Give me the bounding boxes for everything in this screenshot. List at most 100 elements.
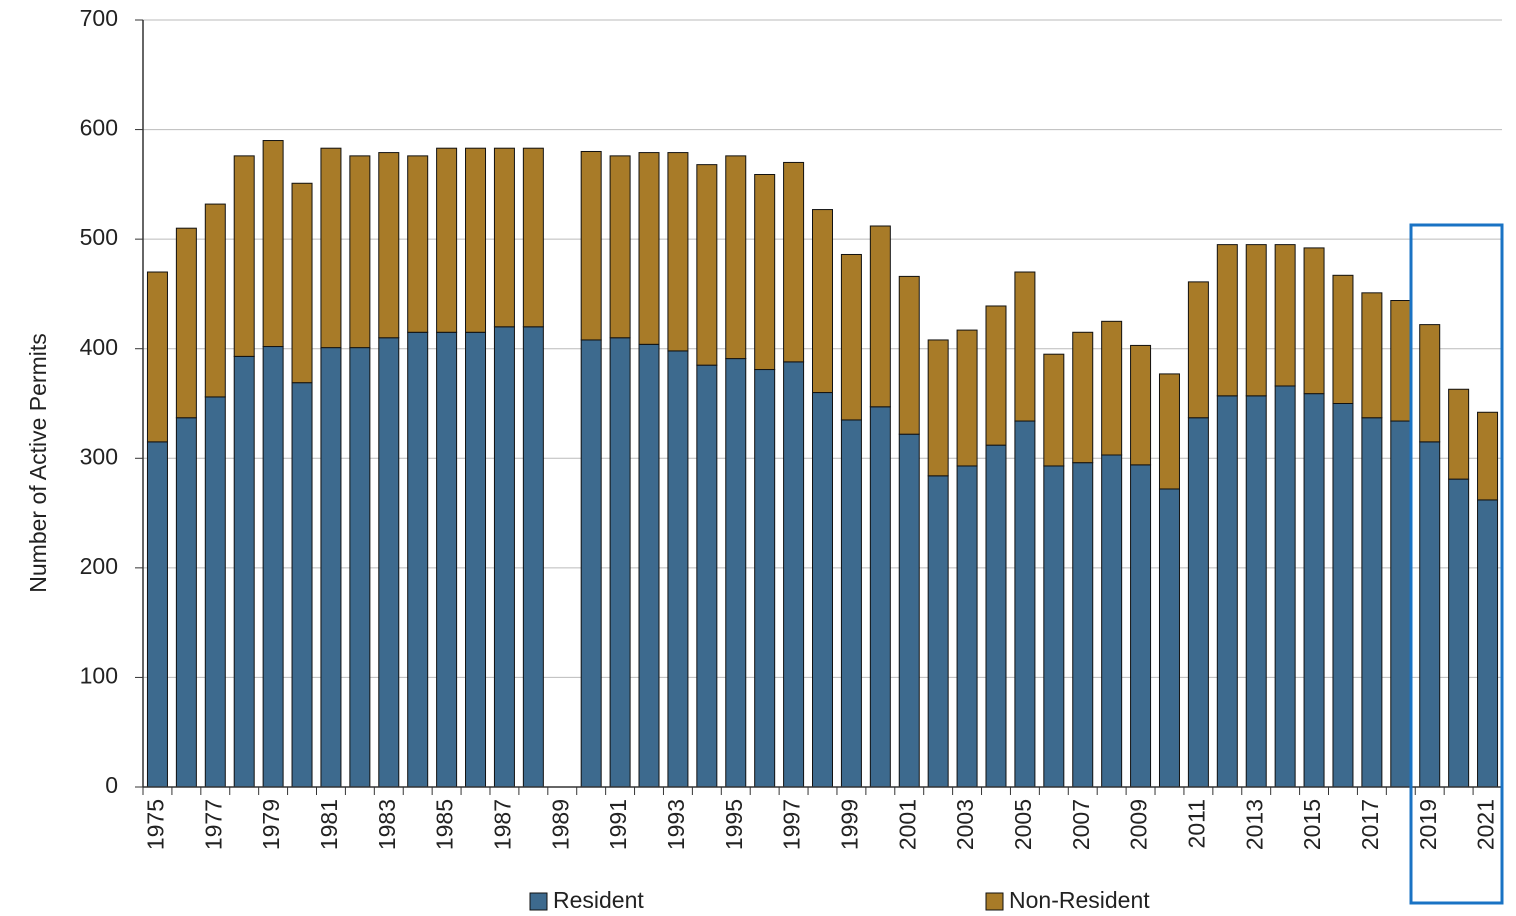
bar-segment [1361,417,1383,788]
bar-segment [407,155,429,333]
y-tick-label: 700 [80,5,118,31]
legend-swatch [985,892,1004,911]
bar-segment [204,396,226,788]
x-tick-label: 1999 [836,799,862,850]
bar-segment [233,355,255,788]
bar-segment [1448,388,1470,480]
x-tick-label: 2001 [894,799,920,850]
bar-segment [1477,411,1499,501]
x-tick-label: 2013 [1241,799,1267,850]
x-tick-label: 2005 [1010,799,1036,850]
x-tick-label: 1979 [258,799,284,850]
bar-segment [233,155,255,357]
bar-segment [1216,244,1238,397]
x-tick-label: 1993 [663,799,689,850]
x-tick-label: 1995 [721,799,747,850]
bar-segment [146,271,168,443]
bar-segment [1448,478,1470,788]
bar-segment [667,152,689,352]
x-tick-label: 1985 [432,799,458,850]
bar-segment [493,326,515,788]
x-tick-label: 2015 [1299,799,1325,850]
bar-segment [1187,281,1209,419]
bar-segment [1014,271,1036,422]
bar-segment [812,392,833,788]
bar-segment [1014,420,1036,788]
bar-segment [204,203,226,398]
legend-label: Non-Resident [1009,887,1150,913]
x-tick-label: 1977 [200,799,226,850]
bar-segment [580,150,602,341]
bar-segment [1390,420,1412,788]
bar-segment [609,155,631,339]
bar-segment [378,152,400,339]
x-tick-label: 1975 [143,799,169,850]
bar-segment [436,147,458,333]
bar-segment [927,339,949,477]
bar-segment [291,382,313,788]
bar-segment [175,227,197,419]
bar-segment [378,337,400,788]
bar-segment [1187,417,1209,788]
bar-segment [1216,395,1238,788]
bar-segment [754,173,776,371]
x-tick-label: 2007 [1068,799,1094,850]
bar-segment [522,326,544,788]
bar-segment [898,433,920,788]
bar-segment [1390,300,1412,422]
legend-label: Resident [553,887,644,913]
x-tick-label: 1981 [316,799,342,850]
bar-segment [840,419,862,788]
bar-segment [609,337,631,788]
x-tick-label: 1997 [779,799,805,850]
y-tick-label: 100 [80,663,118,689]
y-tick-label: 0 [105,772,118,798]
y-tick-label: 500 [80,224,118,250]
bar-segment [262,346,284,788]
y-tick-label: 200 [80,553,118,579]
bar-segment [291,182,313,384]
x-tick-label: 2019 [1415,799,1441,850]
bar-segment [1477,499,1499,788]
bar-segment [320,347,342,788]
bar-segment [1361,292,1383,419]
bar-segment [725,358,747,788]
bar-segment [696,164,718,366]
y-tick-label: 300 [80,443,118,469]
x-tick-label: 2003 [952,799,978,850]
bar-segment [1274,244,1296,387]
bar-segment [1130,344,1152,466]
bar-segment [1043,465,1065,788]
bar-segment [1332,403,1354,788]
bar-segment [522,147,544,328]
bar-segment [436,331,458,788]
x-tick-label: 2009 [1126,799,1152,850]
bar-segment [927,475,949,788]
bar-segment [1130,464,1152,788]
x-tick-label: 1991 [605,799,631,850]
x-tick-label: 1989 [547,799,573,850]
bar-segment [1303,247,1325,395]
x-tick-label: 1987 [490,799,516,850]
y-tick-label: 600 [80,115,118,141]
x-tick-label: 2017 [1357,799,1383,850]
bar-segment [1158,373,1180,490]
bar-segment [1043,353,1065,467]
legend-swatch [529,892,548,911]
bar-segment [638,343,660,788]
bar-segment [407,331,429,788]
bar-segment [580,339,602,788]
bar-segment [1274,385,1296,788]
bar-segment [783,361,805,788]
bar-segment [493,147,515,328]
highlight-box [1409,223,1504,905]
bar-segment [465,331,487,788]
bar-segment [465,147,487,333]
y-axis-label: Number of Active Permits [25,333,51,592]
bar-segment [840,253,862,421]
x-tick-label: 1983 [374,799,400,850]
bar-segment [175,417,197,788]
bar-segment [812,209,833,394]
bar-segment [1303,393,1325,788]
